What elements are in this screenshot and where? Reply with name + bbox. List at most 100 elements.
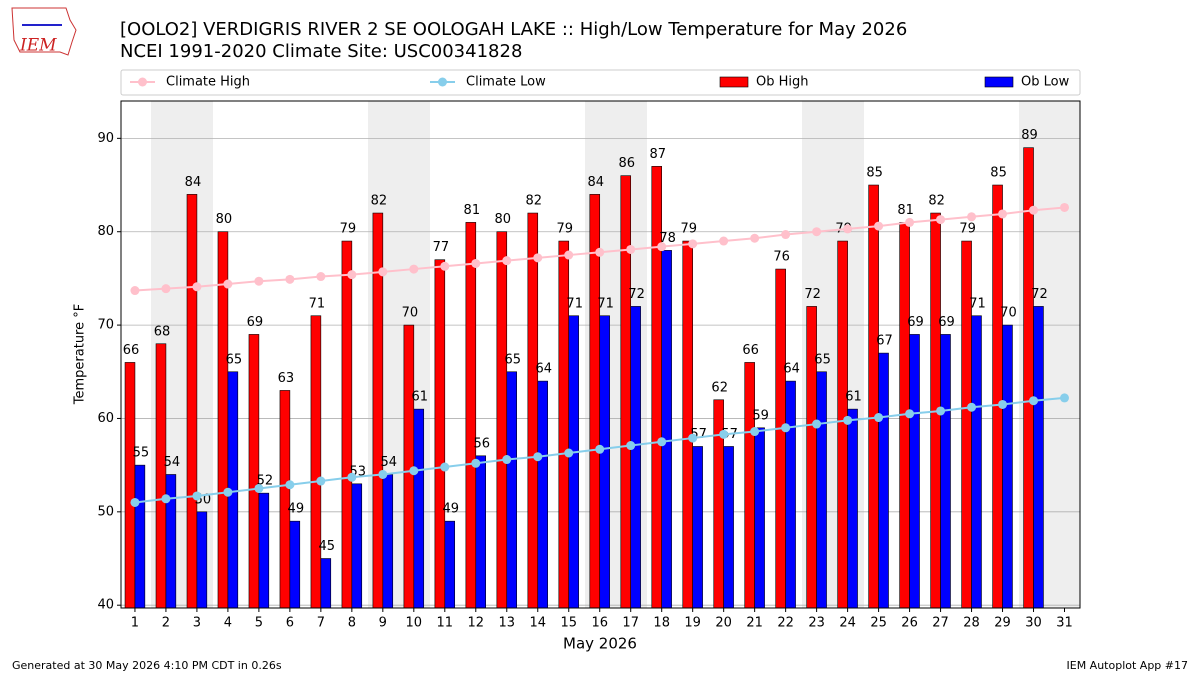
data-label: 69 <box>938 315 955 330</box>
x-tick-label: 16 <box>591 616 608 631</box>
bar <box>258 492 270 609</box>
data-label: 81 <box>464 203 481 218</box>
legend-marker <box>138 77 147 87</box>
x-tick-label: 19 <box>684 616 701 631</box>
x-tick-label: 23 <box>808 616 825 631</box>
point <box>440 261 450 271</box>
point <box>905 409 915 419</box>
data-label: 84 <box>587 175 604 190</box>
data-label: 70 <box>1000 306 1017 321</box>
data-label: 68 <box>154 324 171 339</box>
bar <box>630 306 641 609</box>
x-tick-label: 5 <box>255 616 263 631</box>
point <box>936 406 946 416</box>
x-tick-label: 12 <box>468 616 485 631</box>
y-tick-label: 90 <box>97 131 114 146</box>
bar <box>909 334 920 609</box>
bar <box>279 390 291 609</box>
x-tick-label: 10 <box>406 616 423 631</box>
bar <box>196 511 208 609</box>
chart-title: [OOLO2] VERDIGRIS RIVER 2 SE OOLOGAH LAK… <box>120 19 907 40</box>
data-label: 77 <box>433 240 450 255</box>
data-label: 76 <box>773 250 790 265</box>
bar <box>248 334 260 609</box>
data-label: 82 <box>928 194 945 209</box>
y-tick-label: 60 <box>97 411 114 426</box>
point <box>657 242 667 252</box>
point <box>595 444 605 454</box>
point <box>843 224 853 234</box>
x-tick-label: 20 <box>715 616 732 631</box>
bar <box>341 240 353 609</box>
legend-label: Climate Low <box>466 75 546 90</box>
x-tick-label: 27 <box>932 616 949 631</box>
point <box>502 256 512 266</box>
point <box>316 272 326 282</box>
data-label: 69 <box>247 315 264 330</box>
point <box>285 274 295 284</box>
data-label: 72 <box>1031 287 1048 302</box>
point <box>254 276 264 286</box>
point <box>440 462 450 472</box>
y-tick-label: 40 <box>97 598 114 613</box>
bar <box>1023 147 1034 609</box>
x-tick-label: 18 <box>653 616 670 631</box>
data-label: 72 <box>804 287 821 302</box>
data-label: 86 <box>618 156 635 171</box>
point <box>316 476 326 486</box>
data-label: 63 <box>278 371 295 386</box>
point <box>781 230 791 240</box>
footer-left: Generated at 30 May 2026 4:10 PM CDT in … <box>12 659 282 672</box>
point <box>688 433 698 443</box>
legend-label: Ob High <box>756 75 809 90</box>
data-label: 79 <box>959 222 976 237</box>
data-label: 71 <box>566 296 583 311</box>
point <box>750 427 760 437</box>
point <box>874 221 884 231</box>
plot-frame <box>120 100 1081 609</box>
point <box>750 233 760 243</box>
bar <box>444 520 456 609</box>
data-label: 82 <box>526 194 543 209</box>
point <box>192 282 202 292</box>
point <box>130 497 140 507</box>
data-label: 65 <box>814 352 831 367</box>
bar <box>351 483 363 609</box>
data-label: 80 <box>216 212 233 227</box>
bar <box>413 408 425 609</box>
data-label: 49 <box>288 502 305 517</box>
data-label: 56 <box>473 436 490 451</box>
x-tick-label: 14 <box>529 616 546 631</box>
bar <box>775 268 786 609</box>
point <box>967 402 977 412</box>
data-label: 71 <box>309 296 326 311</box>
bar <box>527 212 539 609</box>
data-label: 64 <box>535 362 552 377</box>
data-label: 62 <box>711 380 728 395</box>
data-label: 71 <box>969 296 986 311</box>
x-tick-label: 6 <box>286 616 294 631</box>
data-label: 65 <box>226 352 243 367</box>
bar <box>465 222 477 609</box>
bar <box>1033 306 1044 609</box>
point <box>223 487 233 497</box>
x-tick-label: 29 <box>994 616 1011 631</box>
y-axis-label: Temperature °F <box>73 304 88 405</box>
point <box>1029 205 1039 215</box>
data-label: 78 <box>659 231 676 246</box>
data-label: 67 <box>876 334 893 349</box>
bar <box>1002 324 1013 609</box>
point <box>812 419 822 429</box>
point <box>936 215 946 225</box>
point <box>564 448 574 458</box>
point <box>254 483 264 493</box>
point <box>533 253 543 263</box>
bar <box>186 194 198 609</box>
point <box>347 472 357 482</box>
data-label: 61 <box>845 390 862 405</box>
point <box>874 413 884 423</box>
data-label: 81 <box>897 203 914 218</box>
bar <box>661 250 672 609</box>
x-tick-label: 25 <box>870 616 887 631</box>
